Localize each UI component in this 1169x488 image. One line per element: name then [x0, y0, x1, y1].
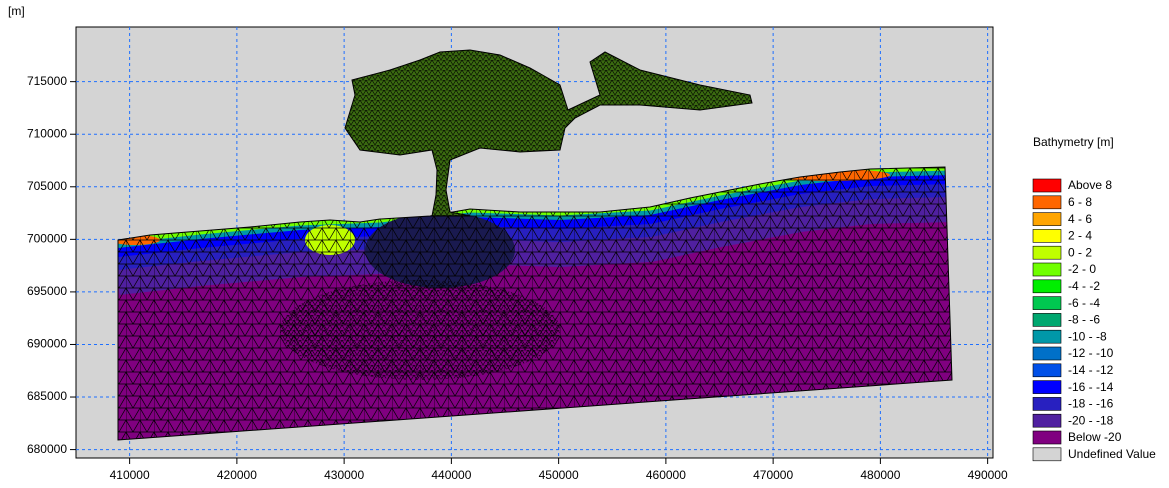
- x-tick-label: 490000: [968, 468, 1008, 482]
- legend-swatch: [1033, 280, 1061, 293]
- legend-swatch: [1033, 263, 1061, 276]
- x-tick-label: 450000: [539, 468, 579, 482]
- legend-swatch: [1033, 196, 1061, 209]
- legend-label: -2 - 0: [1068, 262, 1096, 276]
- legend-swatch: [1033, 179, 1061, 192]
- y-tick-label: 700000: [27, 232, 67, 246]
- legend-label: 2 - 4: [1068, 229, 1092, 243]
- x-tick-label: 470000: [753, 468, 793, 482]
- legend-label: Below -20: [1068, 430, 1122, 444]
- legend-swatch: [1033, 364, 1061, 377]
- legend-label: Above 8: [1068, 178, 1112, 192]
- x-tick-label: 410000: [110, 468, 150, 482]
- legend-label: -16 - -14: [1068, 380, 1114, 394]
- legend-label: Undefined Value: [1068, 447, 1156, 461]
- legend-label: 4 - 6: [1068, 212, 1092, 226]
- x-tick-label: 420000: [217, 468, 257, 482]
- legend-swatch: [1033, 381, 1061, 394]
- y-tick-label: 710000: [27, 126, 67, 140]
- legend-swatch: [1033, 431, 1061, 444]
- x-tick-label: 430000: [324, 468, 364, 482]
- legend-label: 0 - 2: [1068, 245, 1092, 259]
- legend-label: -8 - -6: [1068, 313, 1100, 327]
- legend-label: -10 - -8: [1068, 329, 1107, 343]
- y-tick-label: 705000: [27, 179, 67, 193]
- legend-label: -18 - -16: [1068, 397, 1114, 411]
- legend-swatch: [1033, 297, 1061, 310]
- y-tick-label: 690000: [27, 337, 67, 351]
- legend-label: -20 - -18: [1068, 413, 1114, 427]
- legend-swatch: [1033, 246, 1061, 259]
- legend-swatch: [1033, 330, 1061, 343]
- legend-swatch: [1033, 397, 1061, 410]
- y-tick-label: 680000: [27, 442, 67, 456]
- legend-swatch: [1033, 448, 1061, 461]
- y-tick-label: 715000: [27, 74, 67, 88]
- legend-swatch: [1033, 414, 1061, 427]
- legend-swatch: [1033, 347, 1061, 360]
- legend-label: -6 - -4: [1068, 296, 1100, 310]
- legend-swatch: [1033, 313, 1061, 326]
- chart: [m] 410000 420000 430000 440000 450000 460000…: [0, 0, 1169, 488]
- y-tick-label: 695000: [27, 284, 67, 298]
- legend-label: 6 - 8: [1068, 195, 1092, 209]
- y-axis-label: [m]: [8, 4, 25, 18]
- legend-label: -12 - -10: [1068, 346, 1114, 360]
- y-tick-label: 685000: [27, 389, 67, 403]
- legend-title: Bathymetry [m]: [1033, 135, 1114, 149]
- legend-swatch: [1033, 213, 1061, 226]
- x-tick-label: 460000: [646, 468, 686, 482]
- legend-label: -14 - -12: [1068, 363, 1114, 377]
- legend-label: -4 - -2: [1068, 279, 1100, 293]
- legend-swatch: [1033, 229, 1061, 242]
- x-tick-label: 440000: [431, 468, 471, 482]
- x-tick-label: 480000: [860, 468, 900, 482]
